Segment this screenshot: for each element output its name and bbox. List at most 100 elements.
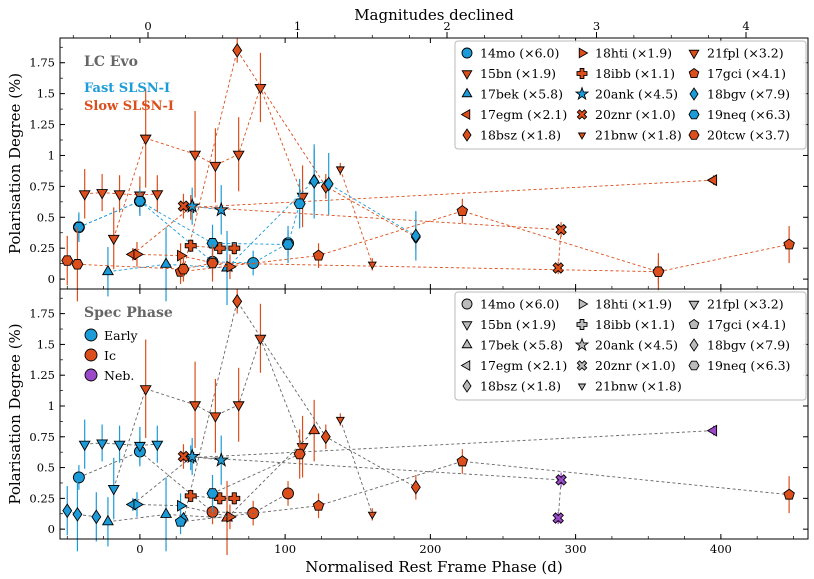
top-ytick-label: 0.25 — [29, 241, 55, 255]
top-axis-tick-label: 0 — [144, 19, 151, 33]
bottom-point-18hti — [133, 498, 144, 511]
top-legend-marker — [576, 68, 588, 79]
top-legend-marker — [461, 87, 473, 98]
bottom-series-17bek-line — [107, 430, 315, 523]
top-series-18ibb — [184, 239, 241, 255]
bottom-point-14mo — [282, 487, 294, 500]
top-point-20tcw — [652, 266, 665, 277]
bottom-legend-entry: 17egm (×2.1) — [480, 358, 567, 373]
top-ytick-label: 0.5 — [37, 210, 55, 224]
bottom-point-19neq — [206, 488, 219, 499]
top-legend-entry: 15bn (×1.9) — [480, 66, 556, 81]
top-point-15bn — [107, 234, 120, 246]
xlabel: Normalised Rest Frame Phase (d) — [305, 558, 562, 576]
top-legend-entry: 18bgv (×7.9) — [707, 87, 790, 102]
bottom-legend-entry: 18bsz (×1.8) — [480, 379, 561, 394]
bottom-legend-marker — [578, 298, 589, 310]
top-point-15bn — [189, 150, 202, 162]
bottom-point-18bsz — [232, 293, 243, 309]
top-point-17gci — [312, 249, 325, 261]
bottom-point-18bsz — [320, 429, 331, 445]
bottom-ytick-label: 0.5 — [37, 461, 55, 475]
top-axis-tick-label: 2 — [443, 19, 450, 33]
top-legend-marker — [462, 128, 472, 142]
top-series-20znr-line — [183, 205, 562, 269]
bottom-series-20znr — [177, 444, 567, 525]
top-legend-marker — [577, 132, 587, 140]
bottom-legend-marker — [461, 321, 473, 331]
bottom-point-15bn — [189, 401, 202, 412]
xtick-label: 100 — [274, 542, 296, 556]
top-point-18hti — [133, 248, 144, 261]
top-series-17gci-line — [180, 210, 790, 273]
bottom-point-17bek — [308, 423, 321, 435]
top-legend-entry: 20tcw (×3.7) — [707, 128, 790, 143]
bottom-point-18bsz — [410, 479, 421, 495]
xtick-label: 0 — [136, 542, 143, 556]
bottom-point-15bn — [107, 485, 120, 496]
bottom-series-15bn — [107, 303, 309, 520]
top-point-18bgv — [309, 174, 320, 189]
top-point-18bgv — [410, 228, 421, 244]
bottom-point-14mo — [72, 471, 85, 484]
top-point-17gci — [456, 205, 469, 217]
top-series-20tcw-line — [67, 260, 659, 273]
top-series-21fpl — [78, 169, 164, 219]
bottom-panel-title: Spec Phase — [84, 305, 173, 321]
top-point-19neq — [72, 221, 85, 233]
bottom-point-17egm — [706, 424, 718, 437]
bottom-point-19neq — [293, 448, 306, 460]
bottom-series-17egm-line — [132, 430, 714, 505]
top-legend-marker — [688, 49, 700, 60]
bottom-series-19neq-line — [212, 453, 300, 494]
top-ytick-label: 1.5 — [37, 87, 55, 101]
top-point-21fpl — [78, 190, 91, 201]
top-legend-marker — [689, 87, 699, 101]
bottom-point-17gci — [174, 515, 187, 527]
top-point-21fpl — [113, 190, 126, 201]
top-series-15bn — [107, 52, 309, 270]
bottom-legend-marker — [576, 360, 588, 371]
bottom-legend-marker — [461, 298, 473, 310]
top-point-21bnw — [367, 261, 377, 270]
top-point-20ank — [213, 201, 230, 217]
top-legend-marker — [688, 130, 700, 140]
top-point-18bgv — [323, 176, 334, 192]
bottom-legend-marker — [688, 360, 700, 371]
top-point-19neq — [293, 198, 306, 209]
top-point-17gci — [783, 238, 795, 250]
top-ylabel: Polarisation Degree (%) — [6, 73, 24, 254]
bottom-point-21fpl — [96, 439, 109, 450]
color-legend-label: Ic — [104, 348, 116, 363]
top-axis-label: Magnitudes declined — [354, 6, 514, 24]
color-legend-marker — [84, 368, 98, 382]
top-ytick-label: 1.25 — [29, 118, 55, 132]
bottom-series-21fpl — [78, 419, 164, 469]
top-point-18bsz — [232, 42, 243, 58]
bottom-legend-marker — [574, 337, 590, 352]
group-label: Fast SLSN-I — [84, 81, 170, 96]
top-point-18ibb — [184, 239, 197, 252]
top-point-19neq — [282, 239, 295, 250]
top-legend-entry: 17egm (×2.1) — [480, 107, 567, 122]
top-legend-entry: 20znr (×1.0) — [595, 107, 676, 122]
top-legend-marker — [688, 67, 700, 78]
top-series-18bsz-line — [183, 49, 417, 270]
top-point-15bn — [209, 161, 222, 173]
bottom-point-18hti — [177, 499, 188, 512]
top-legend-entry: 21fpl (×3.2) — [707, 46, 784, 61]
top-legend-marker — [461, 47, 473, 59]
bottom-point-15bn — [209, 412, 222, 423]
bottom-series-18hti-line — [136, 504, 230, 518]
top-point-19neq — [133, 196, 146, 207]
top-legend-marker — [574, 86, 590, 101]
bottom-series-20znr-line — [183, 456, 562, 519]
bottom-legend-entry: 20znr (×1.0) — [595, 358, 676, 373]
bottom-series-21bnw — [335, 413, 377, 521]
top-series-17bek — [101, 149, 321, 306]
bottom-legend-entry: 15bn (×1.9) — [480, 317, 556, 332]
bottom-point-17gci — [312, 499, 325, 511]
group-label: Slow SLSN-I — [84, 99, 174, 114]
bottom-point-21fpl — [113, 440, 126, 452]
